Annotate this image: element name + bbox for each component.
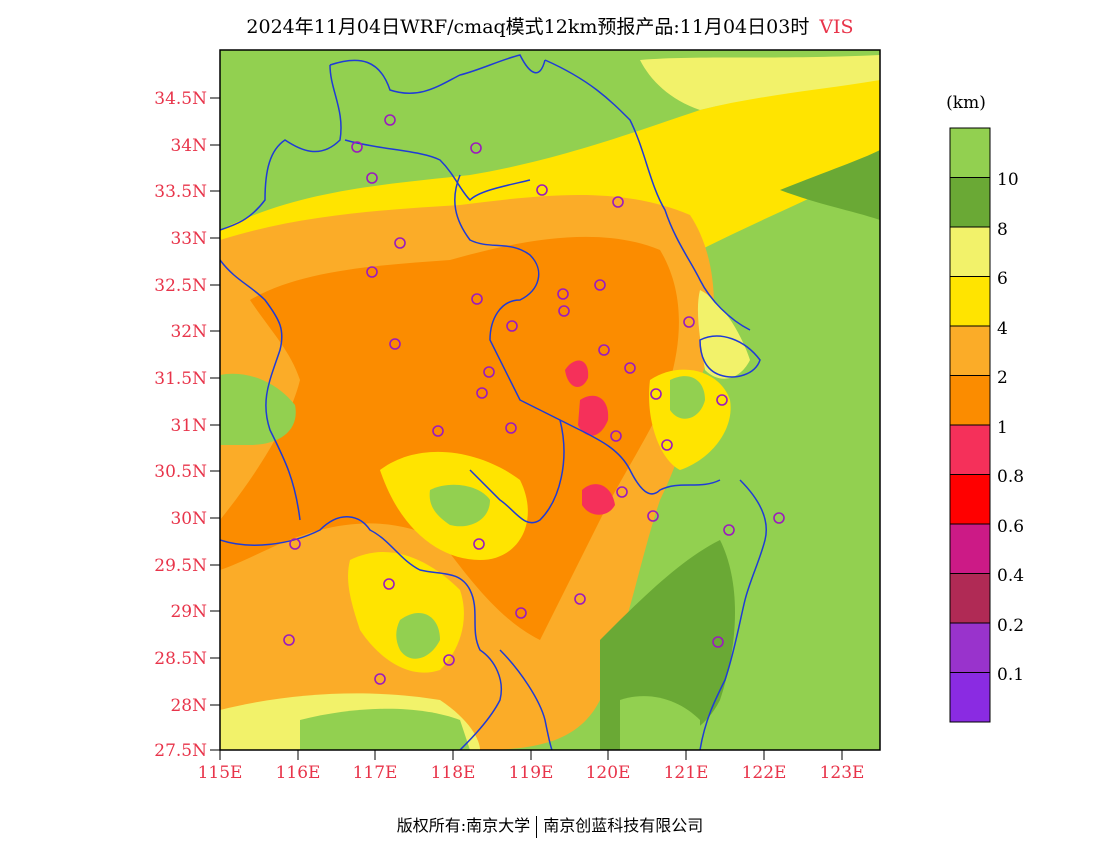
lon-label: 122E	[742, 763, 787, 783]
lat-label: 28.5N	[154, 649, 207, 669]
visibility-field	[220, 50, 880, 750]
colorbar-swatch	[949, 672, 991, 723]
colorbar-level: 0.8	[997, 467, 1024, 487]
colorbar-swatch	[949, 573, 991, 624]
colorbar-level: 2	[997, 368, 1008, 388]
lat-label: 29.5N	[154, 556, 207, 576]
lon-label: 117E	[353, 763, 398, 783]
province-boundaries	[220, 54, 767, 750]
lat-label: 32N	[170, 322, 207, 342]
colorbar-swatch	[949, 424, 991, 475]
copyright-left: 版权所有:南京大学	[396, 816, 531, 835]
colorbar-swatch	[949, 375, 991, 426]
colorbar-swatch	[949, 127, 991, 178]
lon-label: 118E	[431, 763, 476, 783]
lat-label: 33.5N	[154, 182, 207, 202]
footer-separator	[536, 815, 538, 838]
lat-axis: 34.5N 34N 33.5N 33N 32.5N 32N 31.5N 31N …	[154, 89, 220, 761]
map-title: 2024年11月04日WRF/cmaq模式12km预报产品:11月04日03时 V…	[0, 12, 1100, 39]
lat-label: 33N	[170, 229, 207, 249]
lat-label: 32.5N	[154, 276, 207, 296]
lon-label: 119E	[509, 763, 554, 783]
colorbar-swatch	[949, 474, 991, 525]
lat-label: 31N	[170, 416, 207, 436]
title-text: 2024年11月04日WRF/cmaq模式12km预报产品:11月04日03时	[246, 16, 810, 38]
colorbar-swatch	[949, 226, 991, 277]
lat-label: 34.5N	[154, 89, 207, 109]
lon-axis: 115E 116E 117E 118E 119E 120E 121E 122E …	[198, 750, 865, 783]
colorbar-level: 1	[997, 418, 1008, 438]
lat-label: 34N	[170, 136, 207, 156]
colorbar-level: 10	[997, 170, 1019, 190]
lon-label: 115E	[198, 763, 243, 783]
colorbar-level: 4	[997, 319, 1008, 339]
colorbar-swatch	[949, 276, 991, 327]
colorbar-level: 0.6	[997, 517, 1024, 537]
map-frame	[219, 49, 881, 751]
lon-label: 121E	[664, 763, 709, 783]
lat-label: 28N	[170, 696, 207, 716]
lon-label: 123E	[820, 763, 865, 783]
colorbar-level: 0.1	[997, 665, 1024, 685]
colorbar-swatch	[949, 622, 991, 673]
colorbar-swatch	[949, 523, 991, 574]
lat-label: 30.5N	[154, 462, 207, 482]
colorbar: (km) 10 8 6 4 2 1 0.8 0.6 0.4 0.2 0.1	[946, 93, 1024, 723]
lon-label: 120E	[586, 763, 631, 783]
variable-label: VIS	[819, 16, 854, 38]
station-markers	[283, 114, 785, 685]
colorbar-boxes	[949, 127, 991, 723]
lat-label: 29N	[170, 602, 207, 622]
colorbar-unit: (km)	[946, 93, 986, 113]
colorbar-level: 0.4	[997, 566, 1024, 586]
lat-label: 30N	[170, 509, 207, 529]
colorbar-level: 0.2	[997, 616, 1024, 636]
colorbar-swatch	[949, 177, 991, 228]
lon-label: 116E	[276, 763, 321, 783]
copyright-footer: 版权所有:南京大学 南京创蓝科技有限公司	[0, 812, 1100, 838]
colorbar-level: 6	[997, 269, 1008, 289]
lat-label: 31.5N	[154, 369, 207, 389]
copyright-right: 南京创蓝科技有限公司	[543, 816, 704, 835]
colorbar-level: 8	[997, 220, 1008, 240]
colorbar-swatch	[949, 325, 991, 376]
lat-label: 27.5N	[154, 741, 207, 761]
